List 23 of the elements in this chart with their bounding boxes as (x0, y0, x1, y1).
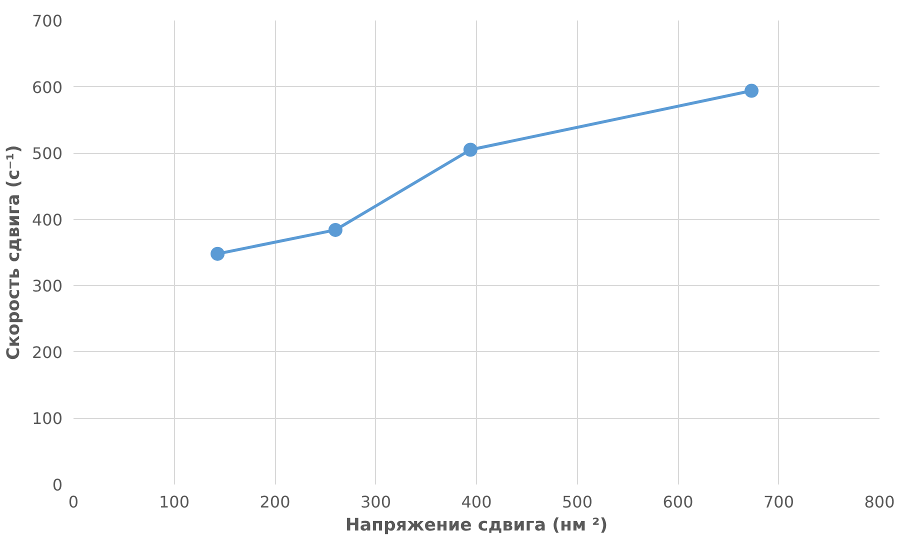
y-tick-label: 400 (32, 210, 63, 230)
y-tick-label: 200 (32, 342, 63, 362)
y-tick-label: 700 (32, 12, 63, 30)
x-tick-label: 500 (562, 492, 593, 512)
point (463, 142, 478, 157)
point (328, 222, 342, 237)
x-axis-title: Напряжение сдвига (нм ²) (345, 516, 608, 536)
x-tick-label: 800 (864, 492, 895, 512)
y-tick-label: 300 (32, 276, 63, 296)
y-tick-label: 500 (32, 144, 63, 164)
x-tick-label: 400 (461, 492, 492, 512)
y-axis-title: Скорость сдвига (с⁻¹) (4, 144, 24, 360)
y-tick-label: 600 (32, 78, 63, 97)
x-tick-label: 100 (158, 492, 190, 512)
x-tick-label: 300 (360, 492, 392, 512)
point (744, 84, 759, 98)
x-tick-label: 600 (662, 492, 694, 512)
point (210, 246, 225, 261)
y-tick-label: 0 (52, 476, 63, 494)
x-tick-label: 700 (763, 492, 794, 512)
x-tick-label: 0 (68, 492, 79, 512)
y-tick-label: 100 (32, 409, 63, 428)
x-tick-label: 200 (260, 492, 290, 512)
